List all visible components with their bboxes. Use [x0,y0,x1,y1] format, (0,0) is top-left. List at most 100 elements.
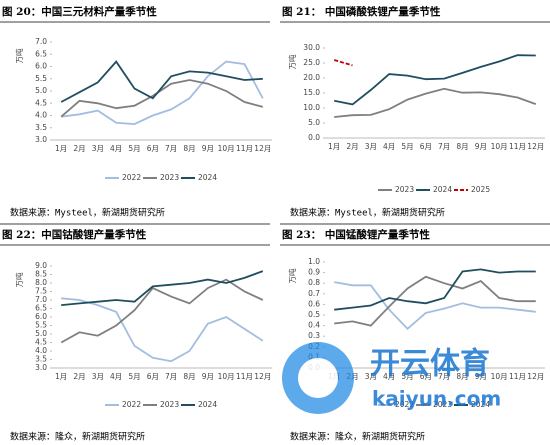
y-axis-label: 万吨 [287,54,297,69]
y-tick-label: 4.5 [35,98,47,107]
x-tick-label: 5月 [128,372,140,381]
series-line [61,297,264,363]
x-tick-label: 8月 [183,144,195,153]
x-tick-label: 9月 [202,372,214,381]
legend-label: 2024 [198,400,217,409]
legend-label: 2022 [395,400,414,409]
y-axis-label: 万吨 [14,272,24,287]
series-line [334,268,536,311]
y-tick-label: 3.5 [35,355,47,364]
chart-title: 图 20：中国三元材料产量季节性 [2,5,157,18]
y-tick-label: 3.0 [35,135,47,144]
y-tick-label: 4.5 [35,338,47,347]
y-tick-label: 5.0 [308,118,320,127]
y-tick-label: 0.7 [308,289,320,298]
y-tick-label: 0.4 [308,321,320,330]
series-line [333,59,353,67]
x-tick-label: 7月 [165,144,177,153]
x-tick-label: 8月 [183,372,195,381]
x-tick-label: 5月 [128,144,140,153]
x-tick-label: 6月 [147,144,159,153]
x-tick-label: 9月 [475,372,487,381]
y-tick-label: 0.9 [308,268,320,277]
x-tick-label: 4月 [110,372,122,381]
x-tick-label: 8月 [456,372,468,381]
chart-title: 图 23： 中国锰酸锂产量季节性 [282,228,430,241]
series-line [60,60,263,103]
series-line [334,87,537,118]
x-tick-label: 3月 [92,372,104,381]
y-tick-label: 20.0 [303,73,320,82]
x-tick-label: 7月 [438,372,450,381]
x-tick-label: 6月 [147,372,159,381]
y-tick-label: 6.0 [35,62,47,71]
series-line [334,54,536,106]
x-tick-label: 10月 [491,372,508,381]
y-tick-label: 5.5 [35,321,47,330]
legend-label: 2023 [395,185,414,194]
y-axis-label: 万吨 [14,48,24,63]
legend-label: 2022 [122,173,141,182]
x-tick-label: 9月 [202,144,214,153]
watermark-logo-ball [298,358,338,398]
y-tick-label: 0.5 [308,310,320,319]
x-tick-label: 4月 [110,144,122,153]
x-tick-label: 1月 [328,142,340,151]
y-tick-label: 0.0 [308,133,320,142]
y-tick-label: 30.0 [303,43,320,52]
y-tick-label: 5.5 [35,74,47,83]
x-tick-label: 6月 [420,142,432,151]
y-tick-label: 3.0 [35,363,47,372]
y-tick-label: 0.3 [308,331,320,340]
watermark: 开云体育 kaiyun.com [282,342,501,414]
x-tick-label: 3月 [92,144,104,153]
x-tick-label: 12月 [254,372,271,381]
x-tick-label: 3月 [365,142,377,151]
y-tick-label: 4.0 [35,346,47,355]
x-tick-label: 7月 [438,142,450,151]
y-tick-label: 15.0 [303,88,320,97]
legend-label: 2025 [471,185,490,194]
x-tick-label: 1月 [55,144,67,153]
source: 数据来源：Mysteel，新湖期货研究所 [290,207,445,219]
x-tick-label: 12月 [527,142,544,151]
y-tick-label: 8.5 [35,270,47,279]
series-line [61,60,264,126]
source: 数据来源：隆众，新湖期货研究所 [10,431,145,443]
x-tick-label: 10月 [218,144,235,153]
y-tick-label: 25.0 [303,58,320,67]
y-tick-label: 10.0 [303,103,320,112]
series-line [334,281,536,331]
legend-label: 2024 [433,185,452,194]
x-tick-label: 5月 [401,142,413,151]
chart-title: 图 21： 中国磷酸铁锂产量季节性 [282,5,441,18]
y-tick-label: 5.0 [35,86,47,95]
y-tick-label: 7.0 [35,37,47,46]
x-tick-label: 11月 [509,142,526,151]
y-tick-label: 8.0 [35,278,47,287]
x-tick-label: 7月 [165,372,177,381]
x-tick-label: 12月 [527,372,544,381]
x-tick-label: 2月 [346,142,358,151]
y-tick-label: 1.0 [308,257,320,266]
x-tick-label: 10月 [218,372,235,381]
x-tick-label: 11月 [236,144,253,153]
legend-label: 2023 [160,173,179,182]
x-tick-label: 3月 [365,372,377,381]
chart-title: 图 22：中国钴酸锂产量季节性 [2,228,147,241]
x-tick-label: 9月 [475,142,487,151]
series-line [60,79,264,118]
x-tick-label: 1月 [55,372,67,381]
y-tick-label: 9.0 [35,261,47,270]
source: 数据来源：Mysteel，新湖期货研究所 [10,207,165,219]
x-tick-label: 12月 [254,144,271,153]
legend-label: 2022 [122,400,141,409]
x-tick-label: 10月 [491,142,508,151]
x-tick-label: 4月 [383,142,395,151]
y-tick-label: 3.5 [35,123,47,132]
x-tick-label: 11月 [236,372,253,381]
y-tick-label: 7.5 [35,287,47,296]
watermark-url: kaiyun.com [372,387,501,411]
x-tick-label: 4月 [383,372,395,381]
y-axis-label: 万吨 [287,268,297,283]
